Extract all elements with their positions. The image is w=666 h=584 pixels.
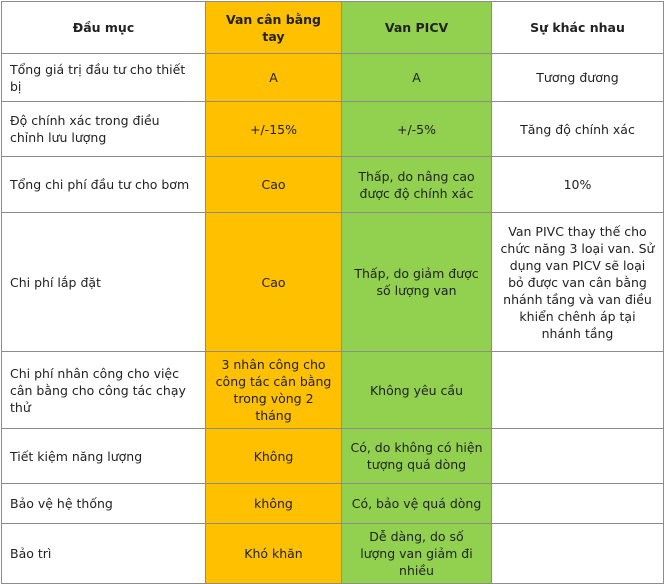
cell-item: Độ chính xác trong điều chỉnh lưu lượng [1,101,206,157]
header-picv: Van PICV [341,1,492,54]
cell-manual-valve: Cao [205,212,342,352]
cell-item: Chi phí lắp đặt [1,212,206,352]
cell-item: Chi phí nhân công cho việc cân bằng cho … [1,351,206,429]
table-row: Tổng giá trị đầu tư cho thiết bị A A Tươ… [1,53,664,102]
table-row: Chi phí nhân công cho việc cân bằng cho … [1,351,664,429]
cell-difference: 10% [491,156,664,213]
cell-picv: Thấp, do giảm được số lượng van [341,212,492,352]
cell-item: Tiết kiệm năng lượng [1,428,206,484]
cell-manual-valve: Không [205,428,342,484]
cell-picv: Có, bảo vệ quá dòng [341,483,492,524]
cell-manual-valve: +/-15% [205,101,342,157]
table-row: Độ chính xác trong điều chỉnh lưu lượng … [1,101,664,157]
cell-manual-valve: 3 nhân công cho công tác cân bằng trong … [205,351,342,429]
table-row: Tiết kiệm năng lượng Không Có, do không … [1,428,664,484]
cell-difference [491,483,664,524]
cell-item: Bảo vệ hệ thống [1,483,206,524]
cell-item: Tổng chi phí đầu tư cho bơm [1,156,206,213]
cell-difference: Tăng độ chính xác [491,101,664,157]
cell-item: Bảo trì [1,523,206,584]
cell-item: Tổng giá trị đầu tư cho thiết bị [1,53,206,102]
cell-difference [491,523,664,584]
header-manual-valve: Van cân bằng tay [205,1,342,54]
cell-difference: Tương đương [491,53,664,102]
header-difference: Sự khác nhau [491,1,664,54]
cell-difference [491,428,664,484]
cell-difference: Van PIVC thay thế cho chức năng 3 loại v… [491,212,664,352]
cell-manual-valve: A [205,53,342,102]
header-row: Đầu mục Van cân bằng tay Van PICV Sự khá… [1,1,664,54]
table-row: Bảo vệ hệ thống không Có, bảo vệ quá dòn… [1,483,664,524]
table-row: Bảo trì Khó khăn Dễ dàng, do số lượng va… [1,523,664,584]
cell-manual-valve: Cao [205,156,342,213]
table-row: Tổng chi phí đầu tư cho bơm Cao Thấp, do… [1,156,664,213]
cell-picv: Có, do không có hiện tượng quá dòng [341,428,492,484]
cell-picv: Thấp, do nâng cao được độ chính xác [341,156,492,213]
header-item: Đầu mục [1,1,206,54]
table-row: Chi phí lắp đặt Cao Thấp, do giảm được s… [1,212,664,352]
cell-picv: +/-5% [341,101,492,157]
cell-picv: Không yêu cầu [341,351,492,429]
cell-manual-valve: Khó khăn [205,523,342,584]
cell-picv: A [341,53,492,102]
cell-difference [491,351,664,429]
cell-picv: Dễ dàng, do số lượng van giảm đi nhiều [341,523,492,584]
cell-manual-valve: không [205,483,342,524]
